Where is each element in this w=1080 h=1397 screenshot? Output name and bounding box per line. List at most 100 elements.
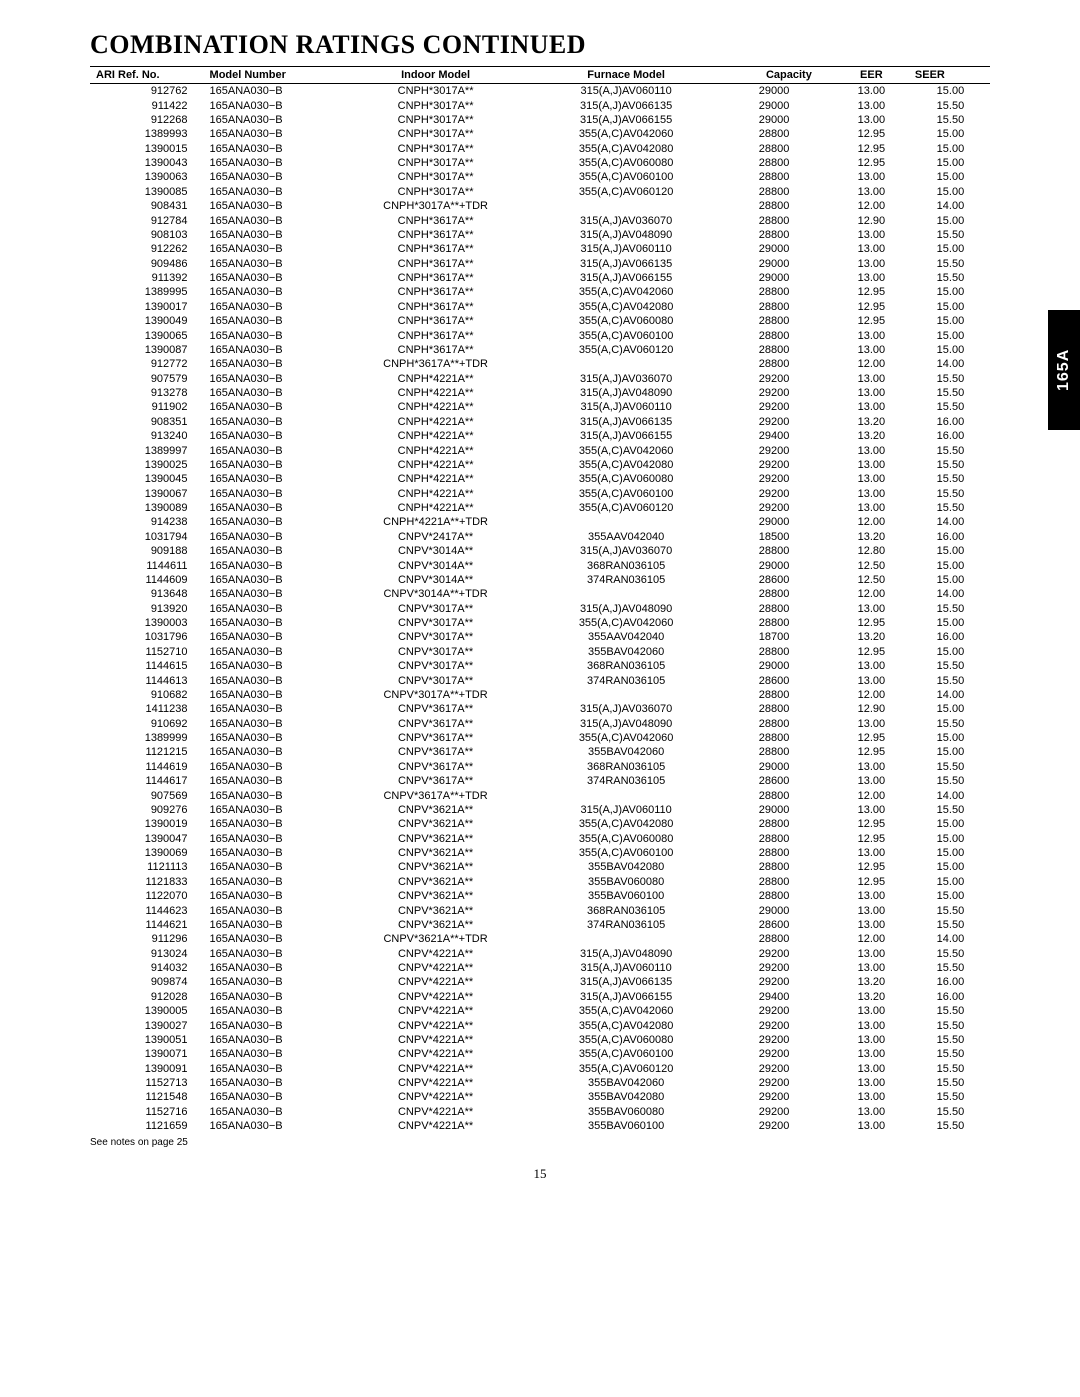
- table-cell: 15.00: [911, 745, 990, 759]
- table-cell: 1390051: [90, 1033, 206, 1047]
- table-cell: 355(A,C)AV060120: [536, 501, 716, 515]
- table-row: 912268165ANA030−BCNPH*3017A**315(A,J)AV0…: [90, 113, 990, 127]
- table-cell: 28800: [716, 645, 832, 659]
- table-row: 1144609165ANA030−BCNPV*3014A**374RAN0361…: [90, 573, 990, 587]
- table-cell: 15.50: [911, 774, 990, 788]
- table-cell: 315(A,J)AV066135: [536, 98, 716, 112]
- table-cell: 355BAV042060: [536, 645, 716, 659]
- table-cell: 1390065: [90, 328, 206, 342]
- table-cell: 355BAV042080: [536, 1090, 716, 1104]
- table-cell: 28600: [716, 573, 832, 587]
- table-row: 1411238165ANA030−BCNPV*3617A**315(A,J)AV…: [90, 702, 990, 716]
- table-cell: 368RAN036105: [536, 558, 716, 572]
- table-cell: 29200: [716, 1033, 832, 1047]
- footnote: See notes on page 25: [90, 1137, 990, 1148]
- table-cell: 12.95: [832, 745, 911, 759]
- table-cell: CNPH*3017A**: [335, 142, 536, 156]
- table-cell: 910692: [90, 717, 206, 731]
- table-cell: 13.00: [832, 717, 911, 731]
- table-cell: 1121548: [90, 1090, 206, 1104]
- table-row: 1390005165ANA030−BCNPV*4221A**355(A,C)AV…: [90, 1004, 990, 1018]
- table-cell: 13.00: [832, 443, 911, 457]
- table-cell: 29000: [716, 242, 832, 256]
- table-cell: 165ANA030−B: [206, 530, 336, 544]
- side-tab: 165A: [1048, 310, 1080, 430]
- table-cell: 315(A,J)AV036070: [536, 372, 716, 386]
- table-cell: [536, 199, 716, 213]
- table-cell: 165ANA030−B: [206, 314, 336, 328]
- table-row: 1121833165ANA030−BCNPV*3621A**355BAV0600…: [90, 875, 990, 889]
- table-cell: 165ANA030−B: [206, 113, 336, 127]
- table-cell: 15.00: [911, 875, 990, 889]
- table-cell: 1121113: [90, 860, 206, 874]
- table-cell: 15.00: [911, 731, 990, 745]
- table-cell: 165ANA030−B: [206, 443, 336, 457]
- table-cell: CNPV*3017A**: [335, 645, 536, 659]
- table-cell: CNPH*4221A**: [335, 443, 536, 457]
- table-cell: 28800: [716, 328, 832, 342]
- table-cell: 368RAN036105: [536, 659, 716, 673]
- table-cell: 16.00: [911, 429, 990, 443]
- table-row: 1121659165ANA030−BCNPV*4221A**355BAV0601…: [90, 1119, 990, 1133]
- table-cell: 29000: [716, 257, 832, 271]
- table-cell: CNPV*4221A**: [335, 1004, 536, 1018]
- table-cell: 28600: [716, 774, 832, 788]
- table-cell: 15.00: [911, 846, 990, 860]
- table-cell: 28800: [716, 544, 832, 558]
- table-cell: 15.00: [911, 84, 990, 99]
- table-cell: 28800: [716, 285, 832, 299]
- table-cell: 355BAV042080: [536, 860, 716, 874]
- table-cell: 29200: [716, 372, 832, 386]
- table-cell: 29400: [716, 990, 832, 1004]
- table-cell: 13.00: [832, 228, 911, 242]
- table-row: 1390069165ANA030−BCNPV*3621A**355(A,C)AV…: [90, 846, 990, 860]
- table-cell: 12.95: [832, 817, 911, 831]
- table-cell: CNPV*3617A**: [335, 702, 536, 716]
- table-cell: 165ANA030−B: [206, 415, 336, 429]
- table-cell: 1389993: [90, 127, 206, 141]
- table-cell: CNPV*3017A**: [335, 659, 536, 673]
- table-row: 1390017165ANA030−BCNPH*3617A**355(A,C)AV…: [90, 300, 990, 314]
- table-cell: 15.50: [911, 372, 990, 386]
- table-cell: 165ANA030−B: [206, 645, 336, 659]
- table-cell: 165ANA030−B: [206, 515, 336, 529]
- table-cell: 1411238: [90, 702, 206, 716]
- table-cell: 13.00: [832, 1062, 911, 1076]
- table-cell: 29000: [716, 558, 832, 572]
- table-row: 1144617165ANA030−BCNPV*3617A**374RAN0361…: [90, 774, 990, 788]
- table-cell: 12.95: [832, 156, 911, 170]
- table-cell: 28800: [716, 846, 832, 860]
- table-cell: 165ANA030−B: [206, 386, 336, 400]
- table-cell: 13.00: [832, 1119, 911, 1133]
- table-cell: 13.00: [832, 386, 911, 400]
- table-row: 908351165ANA030−BCNPH*4221A**315(A,J)AV0…: [90, 415, 990, 429]
- table-cell: 1144617: [90, 774, 206, 788]
- table-row: 1121548165ANA030−BCNPV*4221A**355BAV0420…: [90, 1090, 990, 1104]
- table-cell: 165ANA030−B: [206, 1119, 336, 1133]
- table-cell: 29000: [716, 903, 832, 917]
- table-cell: 13.00: [832, 113, 911, 127]
- table-cell: 355AAV042040: [536, 530, 716, 544]
- table-cell: CNPH*3617A**: [335, 257, 536, 271]
- table-cell: 29000: [716, 760, 832, 774]
- table-cell: 15.50: [911, 602, 990, 616]
- table-cell: 1390067: [90, 487, 206, 501]
- table-cell: 165ANA030−B: [206, 760, 336, 774]
- table-row: 913920165ANA030−BCNPV*3017A**315(A,J)AV0…: [90, 602, 990, 616]
- table-cell: 355(A,C)AV060080: [536, 472, 716, 486]
- table-cell: 29200: [716, 458, 832, 472]
- table-cell: 165ANA030−B: [206, 199, 336, 213]
- table-row: 1389995165ANA030−BCNPH*3617A**355(A,C)AV…: [90, 285, 990, 299]
- table-cell: 13.00: [832, 774, 911, 788]
- table-cell: 29200: [716, 1062, 832, 1076]
- table-cell: 1122070: [90, 889, 206, 903]
- table-cell: 1390045: [90, 472, 206, 486]
- table-cell: 12.00: [832, 587, 911, 601]
- table-cell: 15.00: [911, 170, 990, 184]
- table-cell: 165ANA030−B: [206, 472, 336, 486]
- table-cell: CNPV*3621A**: [335, 875, 536, 889]
- table-cell: 15.50: [911, 1076, 990, 1090]
- table-cell: 1152716: [90, 1105, 206, 1119]
- table-cell: 165ANA030−B: [206, 1018, 336, 1032]
- table-row: 911392165ANA030−BCNPH*3617A**315(A,J)AV0…: [90, 271, 990, 285]
